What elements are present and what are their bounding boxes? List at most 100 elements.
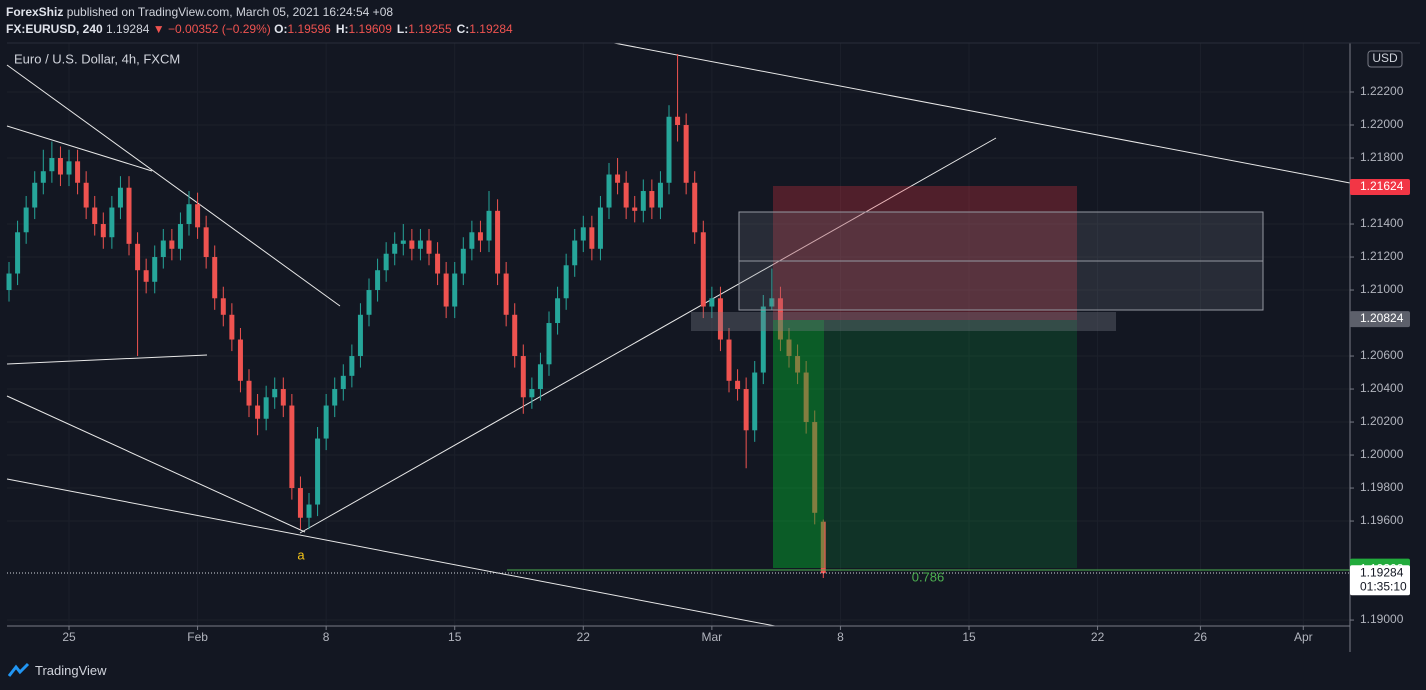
- candle-body: [469, 232, 475, 249]
- chart-title: Euro / U.S. Dollar, 4h, FXCM: [14, 51, 180, 66]
- candle-body: [237, 339, 243, 381]
- candle-body: [692, 182, 698, 233]
- trend-line: [6, 64, 341, 307]
- candle-body: [49, 158, 55, 172]
- candle-body: [452, 273, 458, 307]
- candle-body: [6, 273, 12, 291]
- candle-body: [272, 389, 278, 398]
- grid: [7, 43, 1350, 626]
- price-label: 1.20824: [1360, 311, 1404, 325]
- x-tick-label: Apr: [1294, 630, 1313, 644]
- drawings: [6, 42, 1351, 627]
- candle-body: [143, 270, 149, 282]
- price-label-box: [1350, 311, 1410, 328]
- candle-body: [726, 339, 732, 381]
- chart: a 0.786 Euro / U.S. Dollar, 4h, FXCM 1.1…: [6, 42, 1420, 652]
- fib-label: 0.786: [912, 569, 945, 584]
- currency-box: [1367, 50, 1403, 68]
- candle-body: [649, 191, 655, 208]
- candle-body: [255, 405, 261, 419]
- x-tick-label: 25: [62, 630, 76, 644]
- candle-body: [66, 161, 72, 175]
- candle-body: [92, 207, 98, 225]
- y-tick-label: 1.22000: [1360, 117, 1404, 131]
- candle-body: [220, 298, 226, 315]
- trend-line: [6, 125, 153, 172]
- candle-body: [195, 204, 201, 228]
- candle-body: [375, 270, 381, 291]
- ohlc: O:1.19596 H:1.19609 L:1.19255 C:1.19284: [274, 22, 518, 36]
- footer: TradingView: [8, 662, 107, 678]
- y-tick-label: 1.20200: [1360, 414, 1404, 428]
- axis: 1.19000 1.19600 1.19800 1.20000 1.20200 1.204…: [62, 84, 1410, 644]
- candle-body: [503, 273, 509, 315]
- trend-line: [6, 354, 208, 365]
- price-label: 1.19284: [1360, 565, 1404, 579]
- candle-body: [40, 171, 46, 183]
- candle-body: [83, 182, 89, 208]
- ohlc-label: L:: [396, 22, 409, 36]
- ohlc-value: 1.19609: [348, 22, 392, 36]
- x-tick-label: Mar: [702, 630, 723, 644]
- countdown: 01:35:10: [1360, 579, 1407, 593]
- candle-body: [409, 240, 415, 249]
- logo: [8, 662, 30, 677]
- y-tick-label: 1.21200: [1360, 249, 1404, 263]
- logo-mark: [8, 662, 30, 677]
- trend-line: [6, 478, 776, 627]
- x-tick-label: 8: [837, 630, 844, 644]
- candle-body: [177, 224, 183, 249]
- candle-body: [23, 207, 29, 233]
- quote-line: FX:EURUSD, 240 1.19284 ▼ −0.00352 (−0.29…: [6, 21, 518, 38]
- candle-body: [460, 248, 466, 274]
- y-tick-label: 1.19800: [1360, 480, 1404, 494]
- x-tick-label: 15: [448, 630, 462, 644]
- candle-body: [803, 372, 809, 423]
- candle-body: [135, 243, 141, 271]
- candle-body: [640, 191, 646, 211]
- y-tick-label: 1.19000: [1360, 612, 1404, 626]
- candle-body: [100, 224, 106, 238]
- wave-label: a: [297, 547, 305, 562]
- candle-body: [632, 207, 638, 211]
- symbol: FX:EURUSD, 240: [6, 22, 103, 36]
- candle-body: [417, 240, 423, 249]
- header: ForexShiz published on TradingView.com, …: [6, 4, 518, 38]
- candle-body: [152, 257, 158, 282]
- candle-body: [812, 422, 818, 513]
- candle-body: [392, 243, 398, 254]
- candle-body: [520, 356, 526, 398]
- currency: USD: [1372, 51, 1398, 65]
- candle-body: [160, 240, 166, 258]
- trend-line: [613, 42, 1351, 184]
- candle-body: [615, 174, 621, 183]
- candle-body: [323, 405, 329, 439]
- x-tick-label: 22: [1091, 630, 1105, 644]
- x-tick-label: 15: [962, 630, 976, 644]
- candle-body: [289, 405, 295, 489]
- y-tick-label: 1.20000: [1360, 447, 1404, 461]
- change: −0.00352 (−0.29%): [168, 22, 271, 36]
- candle-body: [606, 174, 612, 208]
- candle-body: [529, 389, 535, 398]
- candle-body: [820, 521, 826, 574]
- y-tick-label: 1.21400: [1360, 216, 1404, 230]
- candle-body: [126, 187, 132, 244]
- candle-body: [263, 397, 269, 419]
- trend-line: [299, 137, 997, 534]
- candle-body: [169, 240, 175, 249]
- candle-body: [760, 306, 766, 373]
- candle-body: [752, 372, 758, 431]
- candle-body: [546, 323, 552, 365]
- target-zone: [773, 320, 1077, 568]
- published: published on TradingView.com, March 05, …: [66, 5, 394, 19]
- candle-body: [229, 314, 235, 340]
- y-tick-label: 1.21000: [1360, 282, 1404, 296]
- price-label-box: [1350, 565, 1410, 596]
- candle-body: [186, 204, 192, 225]
- ohlc-value: 1.19284: [469, 22, 513, 36]
- candle-body: [580, 227, 586, 241]
- candle-body: [109, 207, 115, 238]
- candle-body: [477, 232, 483, 241]
